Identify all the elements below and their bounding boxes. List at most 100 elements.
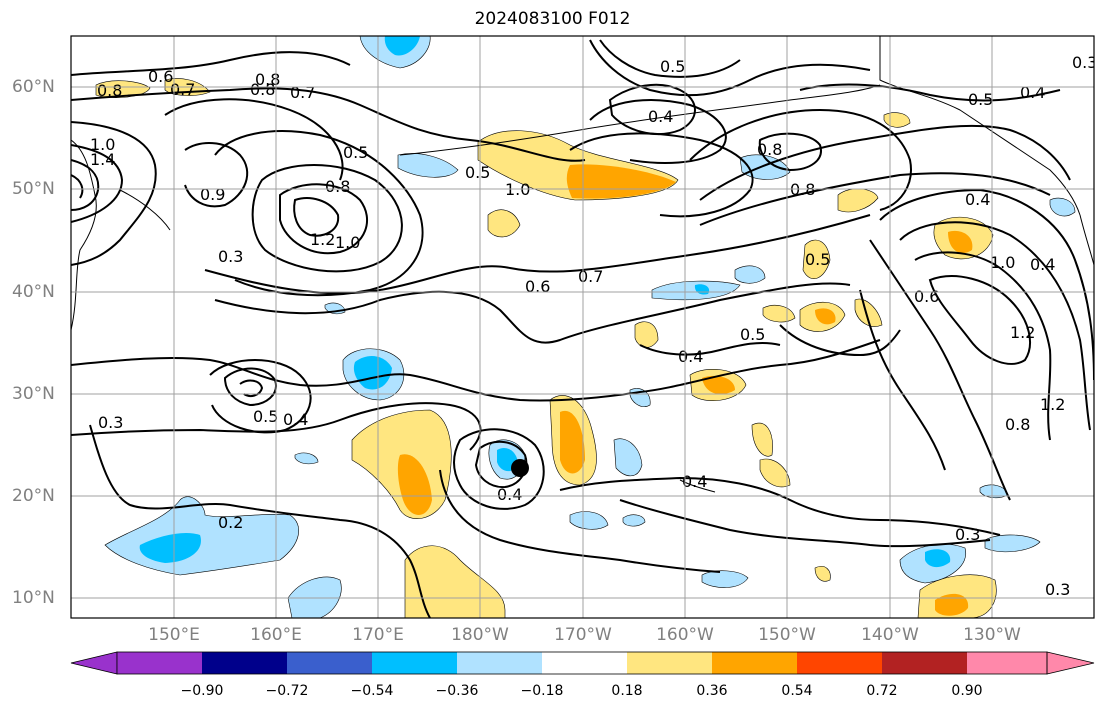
northwest-coast <box>1079 214 1094 266</box>
negative-core <box>384 36 420 56</box>
contour-label: 0.3 <box>1072 53 1097 72</box>
map-frame <box>70 35 1095 619</box>
contour-label: 0.4 <box>648 107 673 126</box>
negative-core <box>139 533 201 563</box>
negative-area <box>984 534 1041 553</box>
colorbar-segment <box>967 652 1047 674</box>
colorbar-min-extend <box>70 651 118 675</box>
positive-area <box>802 239 831 279</box>
lat-label: 50°N <box>12 179 55 199</box>
colorbar-tick-label: −0.36 <box>435 683 479 699</box>
colorbar-segment <box>287 652 372 674</box>
map-body: 0.6 0.7 0.8 0.8 0.7 1.0 1.4 0.9 0.3 0.5 … <box>71 36 1097 618</box>
lon-label: 160°W <box>656 625 714 645</box>
positive-core <box>948 230 973 254</box>
colorbar-tick-label: 0.90 <box>951 683 983 699</box>
contour-label: 1.2 <box>310 230 335 249</box>
colorbar-segment <box>202 652 287 674</box>
contour-label: 0.3 <box>218 247 243 266</box>
negative-core <box>353 356 392 390</box>
positive-area <box>759 458 791 488</box>
colorbar-segment <box>372 652 457 674</box>
colorbar-tick-label: 0.72 <box>866 683 898 699</box>
colorbar-tick-label: 0.18 <box>611 683 643 699</box>
contour-label: 1.0 <box>335 233 360 252</box>
lon-label: 130°W <box>963 625 1021 645</box>
contour-labels: 0.6 0.7 0.8 0.8 0.7 1.0 1.4 0.9 0.3 0.5 … <box>90 53 1097 599</box>
negative-area <box>622 514 646 527</box>
contour-label: 1.2 <box>1040 395 1065 414</box>
storm-center-marker <box>511 459 529 477</box>
contour-label: 0.4 <box>678 347 703 366</box>
colorbar-segment <box>457 652 542 674</box>
positive-core <box>815 308 836 325</box>
contour-label: 1.0 <box>90 135 115 154</box>
contour-label: 0.8 <box>97 81 122 100</box>
colorbar-segment <box>117 652 202 674</box>
colorbar-tick-label: −0.90 <box>180 683 224 699</box>
negative-area <box>287 576 342 618</box>
lon-label: 170°W <box>554 625 612 645</box>
contour-label: 0.7 <box>578 267 603 286</box>
positive-area <box>751 422 773 457</box>
contour-label: 0.6 <box>148 67 173 86</box>
contour-label: 0.4 <box>965 190 990 209</box>
contour-label: 1.4 <box>90 150 115 169</box>
lon-label: 180°W <box>451 625 509 645</box>
contour-label: 0.9 <box>200 185 225 204</box>
colorbar-frame <box>116 651 1048 675</box>
contour-lines <box>71 39 1094 618</box>
contour-label: 0.2 <box>218 513 243 532</box>
negative-area <box>569 511 609 530</box>
kuril-islands <box>119 189 171 231</box>
contour-label: 0.8 <box>250 80 275 99</box>
positive-area <box>634 321 659 348</box>
colorbar-tick-label: −0.72 <box>265 683 309 699</box>
lon-label: 160°E <box>250 625 302 645</box>
contour-label: 0.5 <box>968 90 993 109</box>
colorbar-segment <box>542 652 627 674</box>
plot-title: 2024083100 F012 <box>474 9 631 29</box>
contour-label: 0.6 <box>525 277 550 296</box>
hawaii-islands <box>679 479 716 493</box>
contour-label: 0.4 <box>682 472 707 491</box>
negative-area <box>613 438 643 477</box>
positive-area <box>487 209 521 238</box>
positive-core <box>566 164 676 199</box>
colorbar-tick-label: −0.18 <box>520 683 564 699</box>
colorbar-tick-label: 0.36 <box>696 683 728 699</box>
positive-area <box>854 298 883 327</box>
lat-label: 10°N <box>12 588 55 608</box>
contour-label: 0.8 <box>1005 415 1030 434</box>
contour-label: 0.4 <box>283 410 308 429</box>
positive-core <box>560 410 585 474</box>
negative-core <box>925 549 951 568</box>
colorbar <box>70 651 1095 675</box>
graticule <box>71 36 1094 618</box>
lat-label: 30°N <box>12 384 55 404</box>
contour-label: 0.7 <box>290 83 315 102</box>
lon-label: 150°W <box>758 625 816 645</box>
lon-label: 170°E <box>352 625 404 645</box>
contour-label: 0.4 <box>1020 83 1045 102</box>
lat-label: 20°N <box>12 486 55 506</box>
lon-label: 140°W <box>861 625 919 645</box>
contour-label: 1.0 <box>990 253 1015 272</box>
lon-label: 150°E <box>148 625 200 645</box>
colorbar-segment <box>882 652 967 674</box>
contour-label: 0.3 <box>955 525 980 544</box>
contour-label: 0.3 <box>1045 580 1070 599</box>
contour-label: 0.3 <box>98 413 123 432</box>
colorbar-max-extend <box>1046 651 1095 675</box>
lat-label: 60°N <box>12 77 55 97</box>
contour-label: 0.8 <box>325 177 350 196</box>
colorbar-tick-label: 0.54 <box>781 683 813 699</box>
contour-label: 0.5 <box>660 57 685 76</box>
negative-area <box>294 452 319 465</box>
contour-label: 0.4 <box>1030 255 1055 274</box>
contour-label: 0.5 <box>740 325 765 344</box>
contour-label: 0.4 <box>497 485 522 504</box>
contour-label: 0.5 <box>805 250 830 269</box>
positive-core <box>702 375 735 395</box>
